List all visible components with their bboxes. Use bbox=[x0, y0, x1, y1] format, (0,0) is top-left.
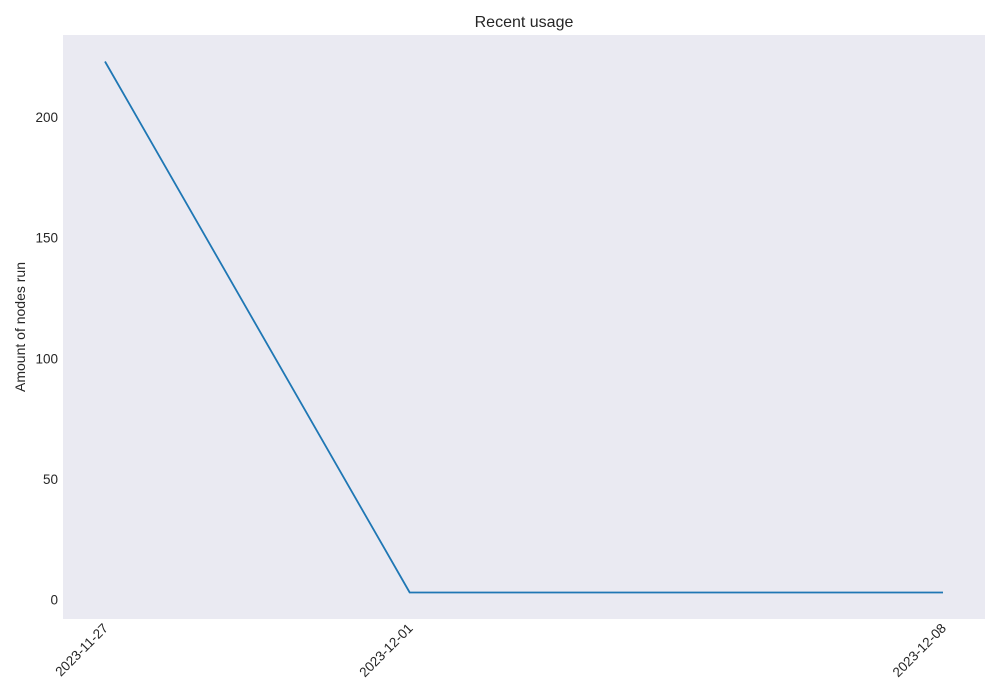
x-tick-label: 2023-12-08 bbox=[890, 621, 949, 680]
y-tick-label: 200 bbox=[35, 110, 58, 125]
x-axis-ticks: 2023-11-27 2023-12-01 2023-12-08 bbox=[52, 621, 949, 680]
x-tick-label: 2023-12-01 bbox=[356, 621, 415, 680]
plot-area bbox=[63, 35, 985, 619]
y-axis-label: Amount of nodes run bbox=[12, 262, 28, 392]
y-tick-label: 100 bbox=[35, 351, 58, 366]
series-layer bbox=[104, 61, 943, 594]
y-tick-label: 0 bbox=[50, 593, 58, 608]
chart-title: Recent usage bbox=[475, 14, 574, 31]
y-tick-label: 50 bbox=[43, 472, 58, 487]
y-axis-ticks: 0 50 100 150 200 bbox=[35, 110, 58, 608]
series-line bbox=[104, 61, 943, 594]
y-tick-label: 150 bbox=[35, 231, 58, 246]
x-tick-label: 2023-11-27 bbox=[52, 621, 111, 680]
